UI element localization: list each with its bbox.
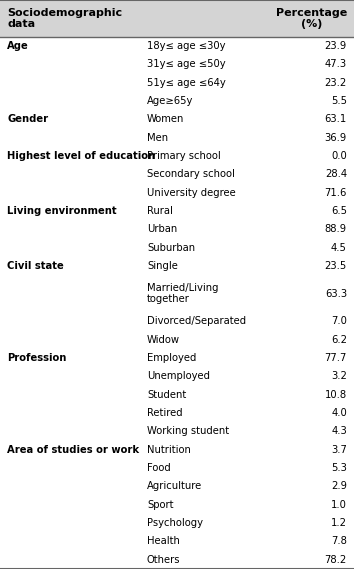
Text: 3.7: 3.7 — [331, 445, 347, 455]
Bar — [0, 0, 354, 37]
Text: 63.3: 63.3 — [325, 288, 347, 299]
Text: Working student: Working student — [147, 426, 229, 436]
Text: Gender: Gender — [7, 114, 48, 124]
Text: 78.2: 78.2 — [325, 555, 347, 565]
Text: Psychology: Psychology — [147, 518, 203, 528]
Text: Nutrition: Nutrition — [147, 445, 191, 455]
Text: Health: Health — [147, 537, 180, 546]
Text: Primary school: Primary school — [147, 151, 221, 161]
Text: 4.0: 4.0 — [331, 408, 347, 418]
Text: 6.2: 6.2 — [331, 335, 347, 345]
Text: 4.5: 4.5 — [331, 243, 347, 253]
Text: Profession: Profession — [7, 353, 67, 363]
Text: 3.2: 3.2 — [331, 372, 347, 381]
Text: 28.4: 28.4 — [325, 170, 347, 179]
Text: 5.5: 5.5 — [331, 96, 347, 106]
Text: Unemployed: Unemployed — [147, 372, 210, 381]
Text: 7.8: 7.8 — [331, 537, 347, 546]
Text: 63.1: 63.1 — [325, 114, 347, 124]
Text: 51y≤ age ≤64y: 51y≤ age ≤64y — [147, 77, 225, 88]
Text: Age≥65y: Age≥65y — [147, 96, 193, 106]
Text: Employed: Employed — [147, 353, 196, 363]
Text: 88.9: 88.9 — [325, 224, 347, 234]
Text: 31y≤ age ≤50y: 31y≤ age ≤50y — [147, 59, 225, 69]
Text: Divorced/Separated: Divorced/Separated — [147, 316, 246, 326]
Text: Suburban: Suburban — [147, 243, 195, 253]
Text: 1.2: 1.2 — [331, 518, 347, 528]
Text: 36.9: 36.9 — [325, 133, 347, 143]
Text: Urban: Urban — [147, 224, 177, 234]
Text: Highest level of education: Highest level of education — [7, 151, 155, 161]
Text: 0.0: 0.0 — [331, 151, 347, 161]
Text: Men: Men — [147, 133, 168, 143]
Text: University degree: University degree — [147, 188, 236, 197]
Text: 1.0: 1.0 — [331, 500, 347, 510]
Text: Single: Single — [147, 261, 178, 271]
Text: Others: Others — [147, 555, 181, 565]
Text: Student: Student — [147, 390, 186, 399]
Text: Women: Women — [147, 114, 184, 124]
Text: 77.7: 77.7 — [325, 353, 347, 363]
Text: Sociodemographic
data: Sociodemographic data — [7, 7, 122, 29]
Text: Agriculture: Agriculture — [147, 481, 202, 492]
Text: Rural: Rural — [147, 206, 173, 216]
Text: Retired: Retired — [147, 408, 183, 418]
Text: 10.8: 10.8 — [325, 390, 347, 399]
Text: 18y≤ age ≤30y: 18y≤ age ≤30y — [147, 41, 225, 51]
Text: Secondary school: Secondary school — [147, 170, 235, 179]
Text: 7.0: 7.0 — [331, 316, 347, 326]
Text: 4.3: 4.3 — [331, 426, 347, 436]
Text: 47.3: 47.3 — [325, 59, 347, 69]
Text: 6.5: 6.5 — [331, 206, 347, 216]
Text: Age: Age — [7, 41, 29, 51]
Text: 23.5: 23.5 — [325, 261, 347, 271]
Text: Married/Living
together: Married/Living together — [147, 283, 218, 304]
Text: Civil state: Civil state — [7, 261, 64, 271]
Text: Food: Food — [147, 463, 171, 473]
Text: Living environment: Living environment — [7, 206, 117, 216]
Text: Sport: Sport — [147, 500, 173, 510]
Text: 23.9: 23.9 — [325, 41, 347, 51]
Text: 2.9: 2.9 — [331, 481, 347, 492]
Text: 5.3: 5.3 — [331, 463, 347, 473]
Text: 23.2: 23.2 — [325, 77, 347, 88]
Text: 71.6: 71.6 — [325, 188, 347, 197]
Text: Widow: Widow — [147, 335, 180, 345]
Text: Area of studies or work: Area of studies or work — [7, 445, 139, 455]
Text: Percentage
(%): Percentage (%) — [276, 7, 347, 29]
